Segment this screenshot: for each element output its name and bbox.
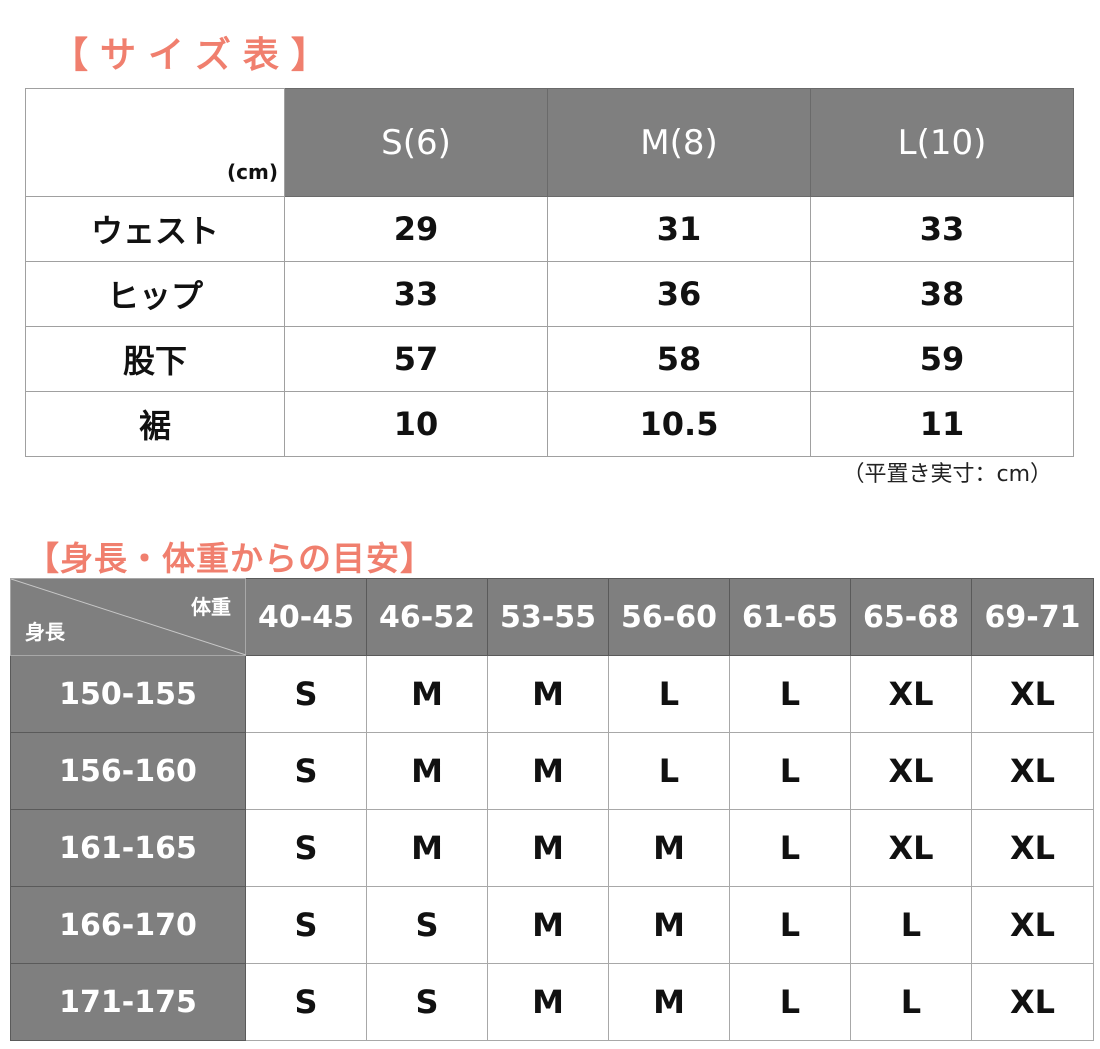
measurement-cell: 31 xyxy=(547,196,811,262)
height-range-label: 161-165 xyxy=(10,809,246,887)
corner-cell: 体重身長 xyxy=(10,578,246,656)
size-cell: L xyxy=(608,732,730,810)
size-cell: S xyxy=(245,963,367,1041)
column-header: S(6) xyxy=(284,88,548,197)
table-row: 裾 10 10.5 11 xyxy=(25,391,1074,457)
height-range-label: 156-160 xyxy=(10,732,246,810)
size-cell: M xyxy=(608,886,730,964)
unit-label: (cm) xyxy=(25,88,285,197)
size-cell: S xyxy=(366,886,488,964)
weight-range-header: 69-71 xyxy=(971,578,1094,656)
measurement-cell: 11 xyxy=(810,391,1074,457)
size-chart-title: 【サイズ表】 xyxy=(52,35,339,76)
column-header: M(8) xyxy=(547,88,811,197)
size-cell: M xyxy=(608,809,730,887)
header-row: 体重 身長 40-45 46-52 53-55 56-60 61-65 65-68 69-71 xyxy=(10,578,1094,656)
measurement-cell: 33 xyxy=(810,196,1074,262)
table-row: ヒップ 33 36 38 xyxy=(25,261,1074,327)
measurement-cell: 29 xyxy=(284,196,548,262)
height-range-label: 150-155 xyxy=(10,655,246,733)
size-cell: XL xyxy=(850,809,972,887)
size-cell: XL xyxy=(971,963,1094,1041)
size-cell: XL xyxy=(850,732,972,810)
size-cell: M xyxy=(608,963,730,1041)
table-row: 161-165 S M M M L XL XL xyxy=(10,809,1094,887)
size-cell: M xyxy=(366,809,488,887)
size-cell: L xyxy=(729,963,851,1041)
size-cell: M xyxy=(366,732,488,810)
measurement-cell: 59 xyxy=(810,326,1074,392)
size-cell: S xyxy=(245,732,367,810)
row-label: ヒップ xyxy=(25,261,285,327)
weight-range-header: 46-52 xyxy=(366,578,488,656)
guide-chart-table: 体重 身長 40-45 46-52 53-55 56-60 61-65 65-68 69-71 1… xyxy=(10,578,1094,1041)
size-cell: XL xyxy=(971,732,1094,810)
height-label: 身長 xyxy=(25,620,65,644)
weight-range-header: 40-45 xyxy=(245,578,367,656)
table-row: 股下 57 58 59 xyxy=(25,326,1074,392)
diagonal-divider xyxy=(11,579,246,655)
size-cell: L xyxy=(850,886,972,964)
measurement-cell: 38 xyxy=(810,261,1074,327)
measurement-cell: 36 xyxy=(547,261,811,327)
size-cell: L xyxy=(608,655,730,733)
header-row: (cm) S(6) M(8) L(10) xyxy=(25,88,1074,197)
size-cell: XL xyxy=(971,655,1094,733)
measurement-note: （平置き実寸：cm） xyxy=(842,462,1052,487)
measurement-cell: 10 xyxy=(284,391,548,457)
size-chart-table: (cm) S(6) M(8) L(10) ウェスト 29 31 33 ヒップ 33 36 38 股下 57… xyxy=(25,88,1074,457)
table-row: 150-155 S M M L L XL XL xyxy=(10,655,1094,733)
size-cell: M xyxy=(487,886,609,964)
size-cell: L xyxy=(729,655,851,733)
size-cell: M xyxy=(366,655,488,733)
size-cell: XL xyxy=(971,886,1094,964)
size-cell: L xyxy=(729,809,851,887)
size-cell: M xyxy=(487,655,609,733)
table-row: 166-170 S S M M L L XL xyxy=(10,886,1094,964)
weight-range-header: 53-55 xyxy=(487,578,609,656)
size-cell: S xyxy=(366,963,488,1041)
row-label: 裾 xyxy=(25,391,285,457)
height-range-label: 166-170 xyxy=(10,886,246,964)
weight-range-header: 61-65 xyxy=(729,578,851,656)
table-row: 171-175 S S M M L L XL xyxy=(10,963,1094,1041)
size-cell: L xyxy=(729,886,851,964)
table-row: ウェスト 29 31 33 xyxy=(25,196,1074,262)
size-cell: S xyxy=(245,809,367,887)
size-cell: L xyxy=(729,732,851,810)
measurement-cell: 10.5 xyxy=(547,391,811,457)
row-label: ウェスト xyxy=(25,196,285,262)
weight-range-header: 56-60 xyxy=(608,578,730,656)
column-header: L(10) xyxy=(810,88,1074,197)
guide-chart-title: 【身長・体重からの目安】 xyxy=(26,539,434,578)
size-cell: XL xyxy=(850,655,972,733)
measurement-cell: 57 xyxy=(284,326,548,392)
size-cell: S xyxy=(245,655,367,733)
height-range-label: 171-175 xyxy=(10,963,246,1041)
size-cell: M xyxy=(487,963,609,1041)
size-cell: S xyxy=(245,886,367,964)
size-cell: L xyxy=(850,963,972,1041)
size-cell: XL xyxy=(971,809,1094,887)
row-label: 股下 xyxy=(25,326,285,392)
measurement-cell: 58 xyxy=(547,326,811,392)
weight-label: 体重 xyxy=(191,595,231,619)
weight-range-header: 65-68 xyxy=(850,578,972,656)
size-cell: M xyxy=(487,732,609,810)
size-cell: M xyxy=(487,809,609,887)
measurement-cell: 33 xyxy=(284,261,548,327)
table-row: 156-160 S M M L L XL XL xyxy=(10,732,1094,810)
